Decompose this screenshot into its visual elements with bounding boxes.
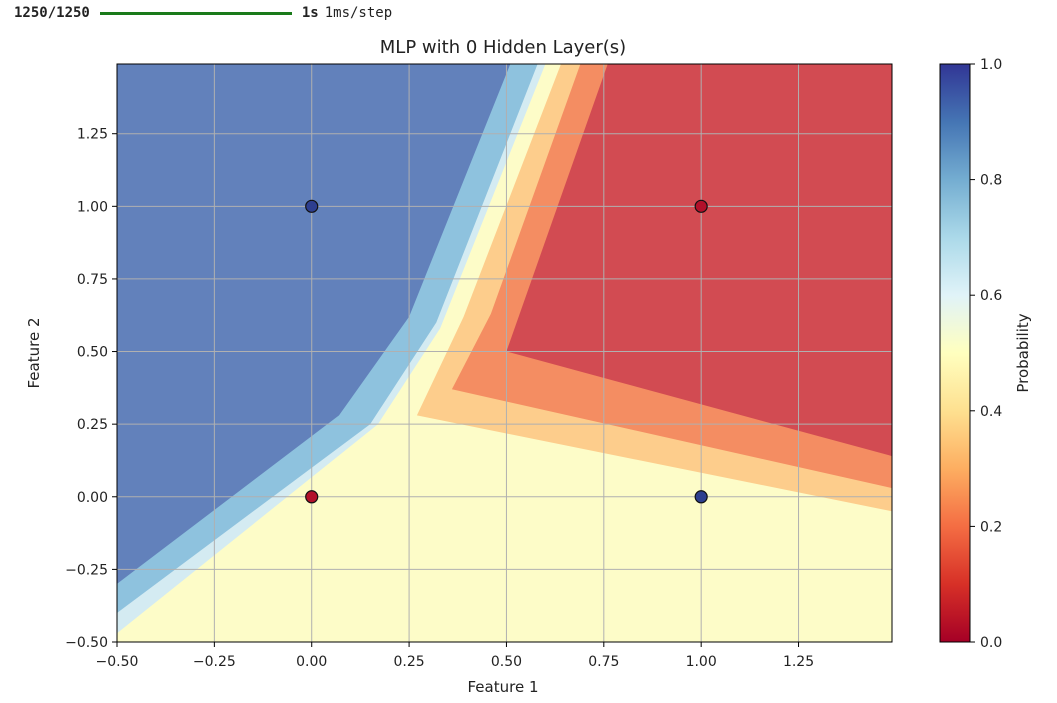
y-tick-label: −0.25 xyxy=(65,562,108,578)
y-tick-label: 1.25 xyxy=(77,127,108,143)
colorbar: 0.0 0.2 0.4 0.6 0.8 1.0 xyxy=(939,57,1002,651)
y-tick-label: −0.50 xyxy=(65,635,108,651)
colorbar-gradient xyxy=(939,63,971,643)
y-tick-label: 0.50 xyxy=(77,345,108,361)
colorbar-tick-label: 0.2 xyxy=(980,519,1002,535)
x-tick-label: 0.75 xyxy=(588,654,619,670)
progress-bar-fill xyxy=(99,11,292,15)
colorbar-label: Probability xyxy=(1014,313,1032,392)
x-tick-label: 0.25 xyxy=(393,654,424,670)
colorbar-tick-label: 1.0 xyxy=(980,57,1002,73)
progress-time: 1s xyxy=(301,5,319,21)
data-point xyxy=(694,490,708,504)
y-tick-label: 0.00 xyxy=(77,490,108,506)
x-tick-label: −0.50 xyxy=(96,654,139,670)
x-tick-label: 0.00 xyxy=(296,654,327,670)
colorbar-tick-label: 0.4 xyxy=(980,404,1002,420)
x-axis-label: Feature 1 xyxy=(468,678,539,696)
data-point xyxy=(305,199,319,213)
data-points xyxy=(305,199,708,504)
chart-title: MLP with 0 Hidden Layer(s) xyxy=(380,37,626,58)
training-progress: 1250/1250 1s 1ms/step xyxy=(14,4,392,22)
colorbar-tick-label: 0.8 xyxy=(980,173,1002,189)
grid-lines xyxy=(117,64,892,642)
x-tick-label: −0.25 xyxy=(193,654,236,670)
plot-frame xyxy=(116,63,893,643)
progress-rate: 1ms/step xyxy=(324,5,393,21)
x-axis-ticks: −0.50 −0.25 0.00 0.25 0.50 0.75 1.00 1.25 xyxy=(96,642,814,670)
plot-area: −0.50 −0.25 0.00 0.25 0.50 0.75 1.00 1.25−0.50−… xyxy=(65,63,893,670)
x-tick-label: 1.00 xyxy=(686,654,717,670)
y-axis-ticks: −0.50 −0.25 0.00 0.25 0.50 0.75 1.00 1.25 xyxy=(65,127,117,651)
colorbar-tick-label: 0.6 xyxy=(980,288,1002,304)
x-tick-label: 0.50 xyxy=(491,654,522,670)
progress-bar xyxy=(99,11,292,15)
y-axis-label: Feature 2 xyxy=(25,318,43,389)
data-point xyxy=(305,490,319,504)
progress-count: 1250/1250 xyxy=(14,5,90,21)
y-tick-label: 0.75 xyxy=(77,272,108,288)
colorbar-tick-label: 0.0 xyxy=(980,635,1002,651)
contour-regions xyxy=(117,64,892,642)
y-tick-label: 1.00 xyxy=(77,199,108,215)
data-point xyxy=(694,199,708,213)
x-tick-label: 1.25 xyxy=(783,654,814,670)
contour-region-low xyxy=(506,64,892,457)
y-tick-label: 0.25 xyxy=(77,417,108,433)
